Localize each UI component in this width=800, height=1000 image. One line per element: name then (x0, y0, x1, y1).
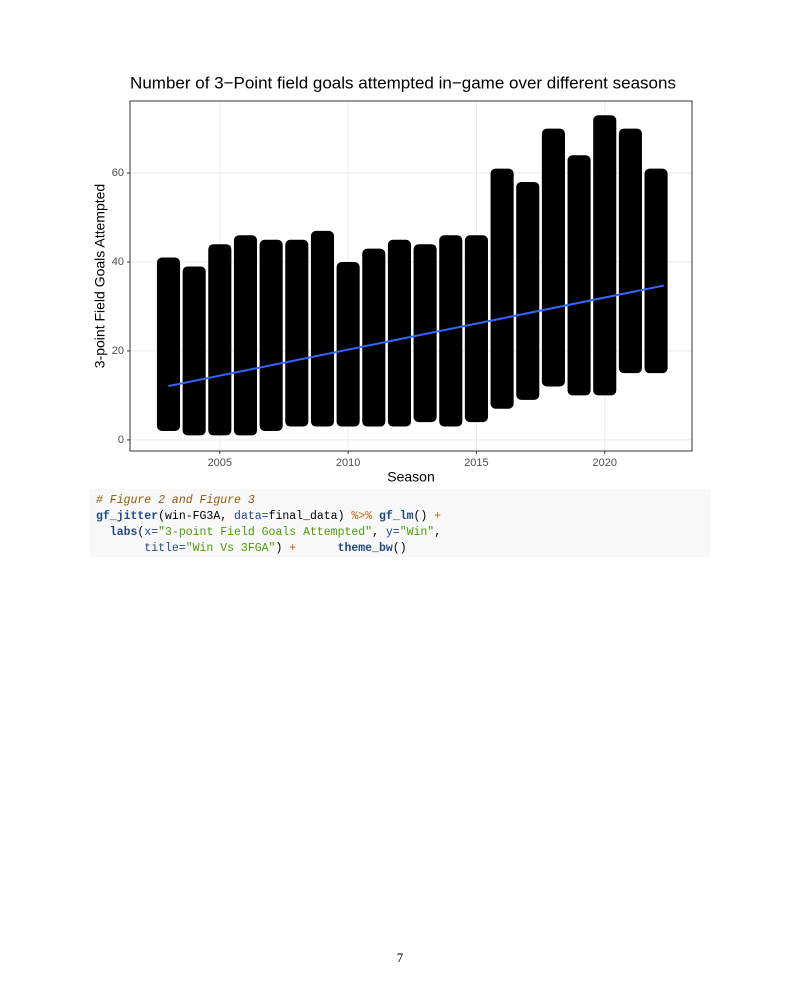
jitter-column (208, 244, 232, 436)
page-number: 7 (396, 950, 404, 965)
x-tick-label: 2015 (464, 457, 488, 469)
plot-border (129, 100, 693, 452)
y-tick-label: 60 (112, 167, 124, 179)
jitter-column (156, 257, 181, 431)
y-tick-label: 0 (118, 434, 124, 446)
x-tick-label: 2010 (336, 457, 360, 469)
jitter-column (387, 239, 411, 427)
x-tick-label: 2005 (208, 457, 232, 469)
jitter-column (567, 155, 591, 396)
y-tick-label: 20 (112, 345, 124, 357)
jitter-column (516, 181, 540, 400)
code-line: # Figure 2 and Figure 3 (96, 493, 704, 509)
jitter-column (233, 235, 258, 436)
code-token: # Figure 2 and Figure 3 (96, 494, 255, 507)
code-token: theme_bw (337, 542, 393, 555)
y-axis-title: 3-point Field Goals Attempted (92, 184, 108, 368)
jitter-column (259, 239, 283, 431)
jitter-column (285, 239, 309, 427)
code-token: + (289, 542, 297, 555)
code-token: , (372, 526, 386, 539)
jitter-column (490, 168, 514, 409)
jitter-column (541, 128, 565, 387)
code-token: %>% (351, 510, 373, 523)
code-token: ( (137, 526, 145, 539)
code-token: gf_lm (379, 510, 414, 523)
code-token: x= (144, 526, 159, 539)
code-token: () (413, 510, 435, 523)
x-axis-title: Season (387, 469, 434, 485)
code-token (296, 542, 337, 555)
code-token: "Win Vs 3FGA" (185, 542, 276, 555)
code-token: + (434, 510, 442, 523)
code-block: # Figure 2 and Figure 3 gf_jitter(win-FG3… (90, 489, 710, 557)
jitter-column (182, 266, 206, 436)
code-token: y= (385, 526, 400, 539)
code-line: title="Win Vs 3FGA") + theme_bw() (96, 541, 704, 557)
jitter-column (618, 128, 642, 374)
code-token: , (434, 526, 442, 539)
code-line: labs(x="3-point Field Goals Attempted", … (96, 525, 704, 541)
jitter-column (464, 235, 488, 423)
code-token: "3-point Field Goals Attempted" (158, 526, 373, 539)
code-token: (win-FG3A, (158, 510, 235, 523)
code-token: data= (234, 510, 269, 523)
chart-title: Number of 3−Point field goals attempted … (130, 73, 676, 92)
code-token: ) (275, 542, 290, 555)
jitter-column (336, 261, 360, 427)
code-token: title= (96, 542, 186, 555)
jitter-column (310, 230, 335, 427)
jitter-column (362, 248, 386, 427)
code-token: "Win" (399, 526, 435, 539)
code-line: gf_jitter(win-FG3A, data=final_data) %>%… (96, 509, 704, 525)
code-token: labs (96, 526, 138, 539)
jitter-column (439, 235, 463, 427)
code-token: gf_jitter (96, 510, 159, 523)
x-tick-label: 2020 (593, 457, 617, 469)
jitter-column (644, 168, 668, 374)
code-token (372, 510, 379, 523)
jitter-column (593, 115, 617, 396)
trend-line (168, 284, 664, 388)
code-token: () (392, 542, 407, 555)
y-tick-label: 40 (112, 256, 124, 268)
code-token: final_data) (268, 510, 352, 523)
chart: Number of 3−Point field goals attempted … (92, 73, 693, 485)
